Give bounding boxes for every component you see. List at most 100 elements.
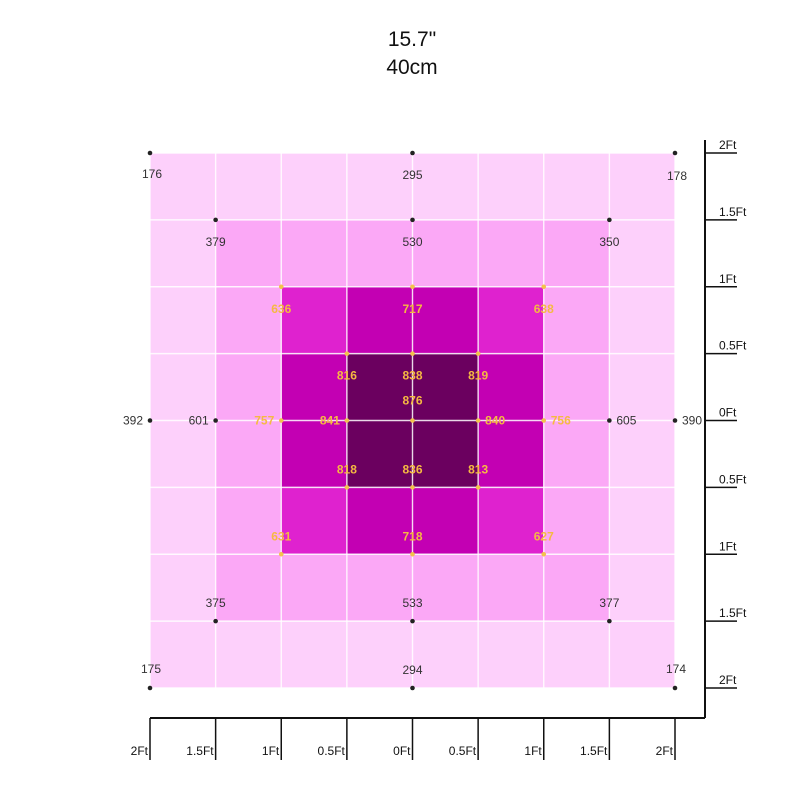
heatmap-cell [346, 420, 413, 488]
measurement-point [541, 284, 547, 290]
heatmap-cell [346, 554, 413, 622]
point-value-label: 756 [551, 414, 571, 428]
measurement-point [410, 551, 415, 557]
heatmap-cell [543, 420, 610, 488]
heatmap-cell [609, 153, 675, 220]
measurement-point [278, 551, 284, 557]
point-value-label: 757 [254, 414, 274, 428]
y-axis-tick-label: 2Ft [719, 673, 737, 687]
measurement-point [607, 418, 612, 423]
point-value-label: 819 [468, 369, 488, 383]
point-value-label: 533 [402, 596, 422, 610]
point-value-label: 295 [402, 168, 422, 182]
heatmap-cell [346, 621, 413, 688]
heatmap-cell [281, 286, 347, 354]
point-value-label: 636 [271, 302, 291, 316]
heatmap-cell [478, 353, 544, 421]
heatmap-cell [478, 153, 544, 220]
y-axis-tick-label: 0Ft [719, 406, 737, 420]
point-value-label: 601 [189, 414, 209, 428]
heatmap-cell [281, 153, 347, 220]
measurement-point [410, 150, 415, 156]
measurement-point [410, 351, 415, 356]
heatmap-cells [150, 153, 675, 688]
y-axis: 2Ft 1.5Ft 1Ft 0.5Ft 0Ft 0.5Ft 1Ft 1.5Ft 2Ft [704, 138, 747, 718]
heatmap-cell [215, 219, 282, 287]
heatmap-cell [281, 487, 347, 555]
heatmap-cell [412, 353, 479, 421]
heatmap-cell [281, 219, 347, 287]
heatmap-cell [215, 286, 282, 354]
heatmap-cell [543, 554, 610, 622]
heatmap-cell [412, 153, 479, 220]
measurement-point [672, 150, 678, 156]
point-value-label: 717 [402, 302, 422, 316]
point-value-label: 627 [534, 529, 554, 543]
heatmap-cell [478, 554, 544, 622]
measurement-point [672, 418, 678, 423]
measurement-point [607, 618, 612, 624]
heatmap-cell [346, 286, 413, 354]
point-value-label: 350 [599, 235, 619, 249]
measurement-point [278, 418, 284, 423]
x-axis-tick-label: 1Ft [262, 744, 280, 758]
heatmap-cell [543, 286, 610, 354]
measurement-point [213, 618, 218, 624]
heatmap-cell [346, 487, 413, 555]
measurement-point [344, 485, 350, 490]
heatmap-cell [609, 621, 675, 688]
point-value-label: 818 [337, 462, 357, 476]
heatmap-cell [609, 353, 675, 421]
heatmap-cell [150, 621, 216, 688]
heatmap-cell [281, 353, 347, 421]
measurement-point [475, 418, 481, 423]
heatmap-cell [412, 219, 479, 287]
x-axis-tick-label: 0.5Ft [318, 744, 346, 758]
heatmap-cell [150, 554, 216, 622]
heatmap-cell [412, 621, 479, 688]
heatmap-cell [150, 420, 216, 488]
x-axis-tick-label: 1.5Ft [186, 744, 214, 758]
x-axis-tick-label: 2Ft [656, 744, 674, 758]
y-axis-tick-label: 1.5Ft [719, 606, 747, 620]
heatmap-cell [609, 420, 675, 488]
measurement-point [410, 618, 415, 624]
heatmap-cell [346, 353, 413, 421]
heatmap-cell [215, 353, 282, 421]
measurement-point [344, 351, 350, 356]
measurement-point [410, 217, 415, 223]
point-value-label: 718 [402, 529, 422, 543]
point-value-label: 392 [123, 414, 143, 428]
measurement-point [278, 284, 284, 290]
point-value-label: 605 [616, 414, 636, 428]
heatmap-cell [478, 487, 544, 555]
measurement-point [607, 217, 612, 223]
measurement-point [344, 418, 350, 423]
point-value-label: 530 [402, 235, 422, 249]
point-value-label: 294 [402, 663, 422, 677]
heatmap-cell [609, 487, 675, 555]
y-axis-tick-label: 1Ft [719, 272, 737, 286]
x-axis-tick-label: 0.5Ft [449, 744, 477, 758]
x-axis-tick-label: 2Ft [131, 744, 149, 758]
point-value-label: 836 [402, 462, 422, 476]
heatmap-cell [543, 153, 610, 220]
point-value-label: 375 [206, 596, 226, 610]
measurement-point [213, 217, 218, 223]
x-axis-tick-label: 1.5Ft [580, 744, 608, 758]
heatmap-cell [281, 420, 347, 488]
point-value-label: 176 [142, 167, 162, 181]
y-axis-tick-label: 1.5Ft [719, 205, 747, 219]
heatmap-cell [412, 487, 479, 555]
measurement-point [147, 418, 153, 423]
heatmap-cell [150, 219, 216, 287]
point-value-label: 377 [599, 596, 619, 610]
y-axis-tick-label: 0.5Ft [719, 339, 747, 353]
heatmap-cell [609, 219, 675, 287]
heatmap-cell [215, 420, 282, 488]
heatmap-cell [478, 219, 544, 287]
measurement-point [213, 418, 218, 423]
heatmap-cell [215, 621, 282, 688]
x-axis-tick-label: 1Ft [524, 744, 542, 758]
heatmap-cell [215, 554, 282, 622]
